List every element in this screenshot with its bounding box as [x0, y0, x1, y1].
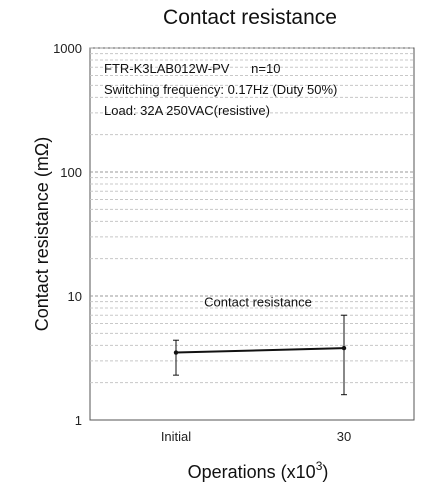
y-axis-title: Contact resistance (mΩ): [32, 137, 52, 332]
x-tick-labels: Initial 30: [161, 429, 351, 444]
x-axis-title-sup: 3: [316, 459, 323, 473]
series-label: Contact resistance: [204, 295, 312, 310]
series-line: [175, 347, 345, 354]
y-tick-label: 100: [60, 165, 82, 180]
x-axis-title: Operations (x103): [188, 459, 329, 482]
annotation-box: FTR-K3LAB012W-PV n=10 Switching frequenc…: [104, 61, 337, 118]
series-group: Contact resistance: [173, 295, 347, 396]
x-axis-title-suffix: ): [322, 462, 328, 482]
gridlines: [90, 47, 414, 384]
y-tick-label: 10: [68, 289, 82, 304]
annotation-line-3: Load: 32A 250VAC(resistive): [104, 103, 270, 118]
annotation-line-1: FTR-K3LAB012W-PV n=10: [104, 61, 280, 76]
x-axis-title-main: Operations (x10: [188, 462, 316, 482]
annotation-line-2: Switching frequency: 0.17Hz (Duty 50%): [104, 82, 337, 97]
y-tick-label: 1000: [53, 41, 82, 56]
data-point: [173, 350, 179, 355]
x-tick-label: Initial: [161, 429, 191, 444]
y-tick-labels: 1 10 100 1000: [53, 41, 82, 428]
data-point: [341, 345, 347, 351]
x-tick-label: 30: [337, 429, 351, 444]
chart-title: Contact resistance: [163, 6, 337, 29]
y-tick-label: 1: [75, 413, 82, 428]
